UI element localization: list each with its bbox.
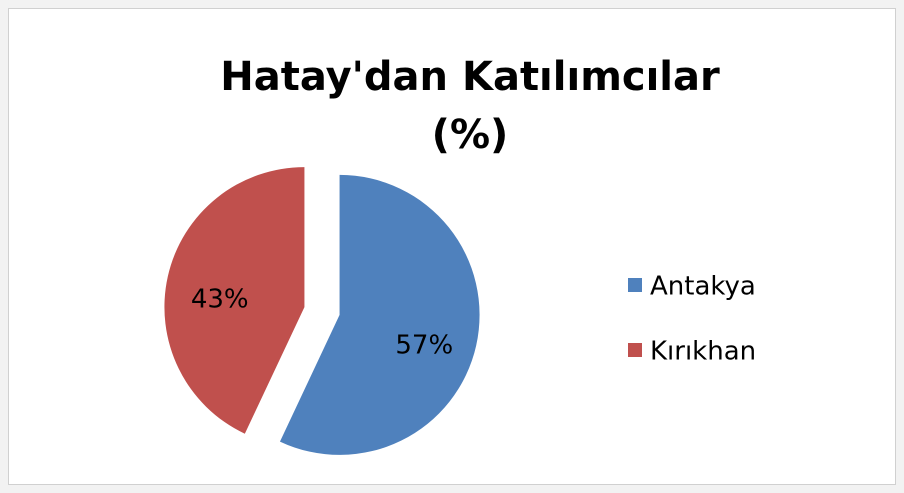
- legend-swatch: [628, 278, 642, 292]
- data-label: 43%: [191, 285, 249, 315]
- legend-swatch: [628, 343, 642, 357]
- legend-label: Antakya: [650, 272, 756, 302]
- pie-slice: [164, 167, 305, 434]
- legend-label: Kırıkhan: [650, 337, 756, 367]
- data-label: 57%: [395, 330, 453, 360]
- chart-title: Hatay'dan Katılımcılar (%): [220, 54, 720, 158]
- pie-slice: [279, 174, 480, 455]
